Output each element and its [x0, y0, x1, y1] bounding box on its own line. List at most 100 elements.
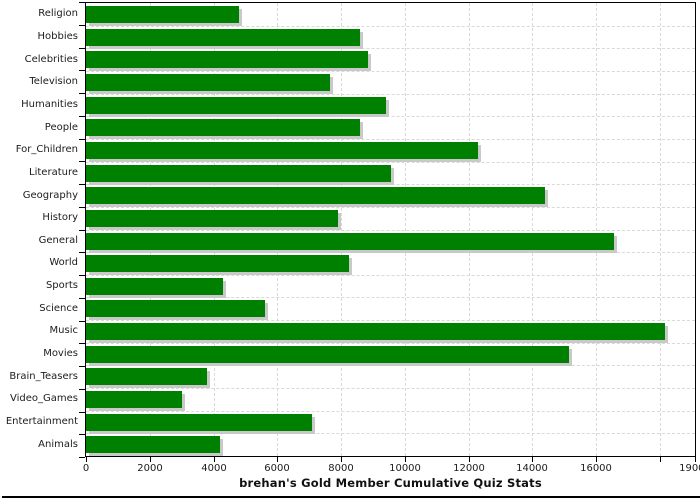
y-axis-tick — [79, 252, 85, 253]
gridline-vertical — [405, 3, 406, 456]
gridline-horizontal — [86, 275, 695, 276]
gridline-horizontal — [86, 252, 695, 253]
bar-people — [86, 118, 360, 136]
gridline-vertical — [596, 3, 597, 456]
x-axis-tick — [695, 457, 696, 462]
category-label: World — [49, 257, 78, 268]
y-axis-tick — [79, 298, 85, 299]
gridline-horizontal — [86, 184, 695, 185]
category-label: Humanities — [21, 99, 78, 110]
bottom-frame-line — [2, 496, 700, 498]
y-axis-tick — [79, 389, 85, 390]
gridline-vertical — [277, 3, 278, 456]
gridline-vertical — [214, 3, 215, 456]
y-axis-tick — [79, 161, 85, 162]
gridline-horizontal — [86, 139, 695, 140]
bar-general — [86, 232, 614, 250]
gridline-vertical — [532, 3, 533, 456]
y-axis-tick — [79, 321, 85, 322]
bar-hobbies — [86, 28, 360, 46]
category-label: Religion — [38, 8, 78, 19]
x-tick-label: 16000 — [580, 463, 612, 474]
category-label: Science — [39, 303, 78, 314]
bar-music — [86, 322, 665, 340]
x-axis-tick — [214, 457, 215, 462]
category-label: People — [44, 122, 78, 133]
gridline-horizontal — [86, 207, 695, 208]
gridline-vertical — [660, 3, 661, 456]
y-axis-tick — [79, 343, 85, 344]
y-axis-tick — [79, 412, 85, 413]
category-label: Television — [29, 76, 78, 87]
plot-area — [85, 2, 696, 457]
bar-literature — [86, 164, 391, 182]
y-axis-tick — [79, 2, 85, 3]
x-axis-tick — [341, 457, 342, 462]
category-label: General — [38, 235, 78, 246]
gridline-horizontal — [86, 320, 695, 321]
gridline-horizontal — [86, 365, 695, 366]
gridline-horizontal — [86, 116, 695, 117]
gridline-horizontal — [86, 343, 695, 344]
category-label: Movies — [43, 348, 78, 359]
x-tick-label: 4000 — [201, 463, 227, 474]
x-axis-tick — [469, 457, 470, 462]
category-label: Sports — [45, 280, 78, 291]
y-axis-tick — [79, 207, 85, 208]
chart-title: brehan's Gold Member Cumulative Quiz Sta… — [239, 476, 542, 490]
x-axis-tick — [150, 457, 151, 462]
bar-science — [86, 299, 265, 317]
gridline-vertical — [150, 3, 151, 456]
x-axis-tick — [277, 457, 278, 462]
category-label: Literature — [29, 167, 78, 178]
category-label: Video_Games — [10, 393, 78, 404]
x-axis-tick — [596, 457, 597, 462]
y-axis-tick — [79, 25, 85, 26]
gridline-horizontal — [86, 48, 695, 49]
y-axis-tick — [79, 184, 85, 185]
gridline-vertical — [469, 3, 470, 456]
y-axis-tick — [79, 48, 85, 49]
x-tick-label: 2000 — [137, 463, 163, 474]
gridline-horizontal — [86, 26, 695, 27]
x-tick-label: 10000 — [389, 463, 421, 474]
x-axis-tick — [405, 457, 406, 462]
category-label: Celebrities — [24, 54, 78, 65]
bar-animals — [86, 435, 220, 453]
y-axis-tick — [79, 93, 85, 94]
category-label: History — [42, 212, 78, 223]
gridline-horizontal — [86, 230, 695, 231]
bar-movies — [86, 345, 569, 363]
y-axis-tick — [79, 70, 85, 71]
bar-humanities — [86, 96, 386, 114]
x-tick-label: 0 — [82, 463, 90, 474]
category-label: Hobbies — [37, 31, 78, 42]
y-axis-tick — [79, 366, 85, 367]
gridline-horizontal — [86, 388, 695, 389]
gridline-horizontal — [86, 162, 695, 163]
bar-brain-teasers — [86, 367, 207, 385]
bar-history — [86, 209, 338, 227]
x-axis-tick — [532, 457, 533, 462]
y-axis-tick — [79, 230, 85, 231]
category-label: Animals — [38, 439, 78, 450]
bar-celebrities — [86, 50, 368, 68]
x-tick-label: 19000 — [679, 463, 700, 474]
x-axis-tick — [86, 457, 87, 462]
x-tick-label: 6000 — [264, 463, 290, 474]
bar-entertainment — [86, 413, 312, 431]
x-tick-label: 12000 — [453, 463, 485, 474]
category-label: Brain_Teasers — [9, 371, 78, 382]
category-label: Entertainment — [5, 416, 78, 427]
x-tick-label: 14000 — [516, 463, 548, 474]
gridline-horizontal — [86, 433, 695, 434]
bar-for-children — [86, 141, 478, 159]
y-axis-tick — [79, 434, 85, 435]
bar-television — [86, 73, 330, 91]
gridline-horizontal — [86, 297, 695, 298]
bar-geography — [86, 186, 545, 204]
category-label: Music — [49, 325, 78, 336]
y-axis-tick — [79, 275, 85, 276]
gridline-horizontal — [86, 71, 695, 72]
